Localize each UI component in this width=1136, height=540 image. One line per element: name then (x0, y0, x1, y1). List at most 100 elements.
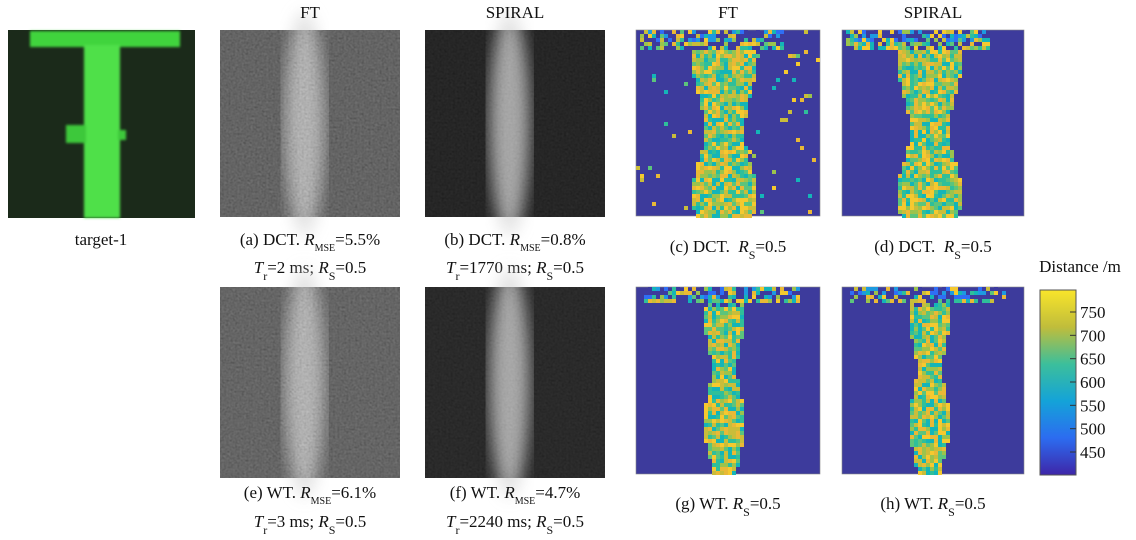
column-header: SPIRAL (904, 3, 963, 22)
pixel (636, 166, 640, 170)
pixel (914, 459, 918, 463)
pixel (668, 38, 672, 42)
caption-part: (e) WT. (244, 483, 300, 502)
pixel (736, 50, 740, 54)
pixel (858, 42, 862, 46)
pixel (740, 299, 744, 303)
pixel (652, 74, 656, 78)
pixel (740, 419, 744, 423)
pixel (728, 351, 732, 355)
pixel (736, 158, 740, 162)
pixel (918, 94, 922, 98)
pixel (716, 54, 720, 58)
pixel (704, 295, 708, 299)
pixel (910, 158, 914, 162)
pixel (930, 102, 934, 106)
pixel (744, 62, 748, 66)
pixel (922, 78, 926, 82)
pixel (696, 38, 700, 42)
panel-image (841, 29, 1025, 218)
pixel (906, 166, 910, 170)
pixel (716, 166, 720, 170)
pixel (712, 431, 716, 435)
pixel (914, 122, 918, 126)
pixel (700, 66, 704, 70)
pixel (934, 138, 938, 142)
pixel (720, 190, 724, 194)
pixel (680, 46, 684, 50)
pixel (906, 206, 910, 210)
pixel (716, 299, 720, 303)
pixel (942, 291, 946, 295)
pixel (894, 295, 898, 299)
pixel (918, 110, 922, 114)
pixel (878, 46, 882, 50)
pixel (740, 403, 744, 407)
pixel (922, 158, 926, 162)
pixel (882, 46, 886, 50)
pixel (914, 134, 918, 138)
pixel (918, 467, 922, 471)
pixel (910, 323, 914, 327)
pixel (736, 46, 740, 50)
pixel (918, 70, 922, 74)
pixel (704, 206, 708, 210)
pixel (712, 287, 716, 291)
pixel (716, 335, 720, 339)
pixel (954, 90, 958, 94)
pixel (720, 158, 724, 162)
pixel (914, 439, 918, 443)
pixel (756, 42, 760, 46)
pixel (898, 210, 902, 214)
pixel (700, 102, 704, 106)
pixel (704, 122, 708, 126)
pixel (724, 90, 728, 94)
pixel (644, 291, 648, 295)
pixel (910, 299, 914, 303)
pixel (776, 291, 780, 295)
pixel (954, 299, 958, 303)
pixel (740, 98, 744, 102)
pixel (954, 214, 958, 218)
pixel (732, 343, 736, 347)
pixel (720, 62, 724, 66)
pixel (728, 419, 732, 423)
pixel (922, 138, 926, 142)
pixel (656, 299, 660, 303)
pixel (914, 431, 918, 435)
pixel (910, 66, 914, 70)
pixel (732, 303, 736, 307)
pixel (946, 407, 950, 411)
pixel (898, 74, 902, 78)
pixel (926, 315, 930, 319)
pixel (692, 66, 696, 70)
pixel (728, 331, 732, 335)
pixel (708, 399, 712, 403)
pixel (874, 287, 878, 291)
caption-part: =0.5 (335, 512, 366, 531)
pixel (732, 419, 736, 423)
pixel (906, 78, 910, 82)
pixel (926, 403, 930, 407)
pixel (740, 50, 744, 54)
pixel (696, 178, 700, 182)
pixel (938, 210, 942, 214)
pixel (922, 311, 926, 315)
pixel (800, 98, 804, 102)
pixel (954, 38, 958, 42)
pixel (922, 186, 926, 190)
pixel (728, 299, 732, 303)
pixel (712, 383, 716, 387)
pixel (724, 110, 728, 114)
pixel (942, 46, 946, 50)
caption-part: S (948, 505, 955, 519)
pixel (712, 74, 716, 78)
pixel (712, 375, 716, 379)
pixel (728, 339, 732, 343)
pixel (906, 186, 910, 190)
pixel (958, 186, 962, 190)
pixel (914, 98, 918, 102)
pixel (700, 295, 704, 299)
pixel (954, 198, 958, 202)
pixel (934, 70, 938, 74)
